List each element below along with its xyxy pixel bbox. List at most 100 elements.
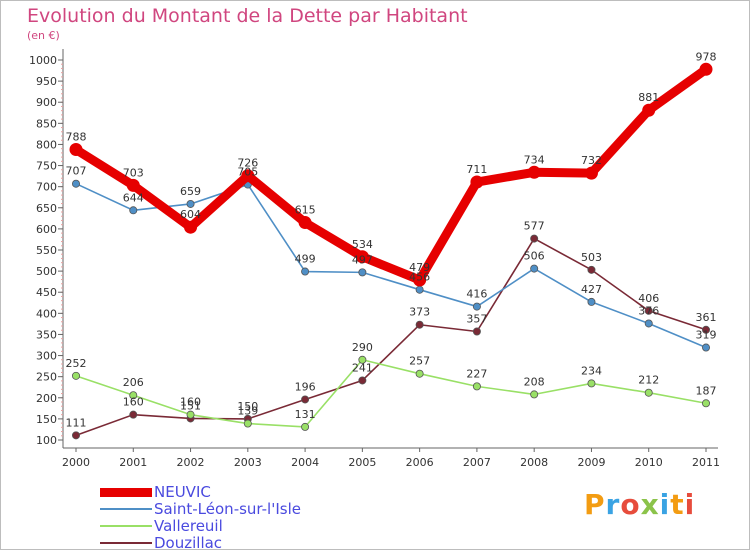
data-point <box>72 371 81 380</box>
data-label: 416 <box>466 288 487 301</box>
data-label: 604 <box>180 208 201 221</box>
data-label: 703 <box>123 166 144 179</box>
data-point <box>301 395 310 404</box>
y-tick-label: 550 <box>36 244 57 257</box>
y-tick-label: 250 <box>36 371 57 384</box>
data-point <box>301 422 310 431</box>
data-point <box>129 410 138 419</box>
data-point <box>472 382 481 391</box>
data-label: 111 <box>66 416 87 429</box>
data-label: 456 <box>409 271 430 284</box>
data-label: 499 <box>295 253 316 266</box>
data-label: 208 <box>524 375 545 388</box>
data-label: 788 <box>66 131 87 144</box>
y-tick-label: 200 <box>36 392 57 405</box>
y-tick-label: 400 <box>36 307 57 320</box>
legend-label: Vallereuil <box>154 517 223 535</box>
series-line-2 <box>75 358 707 428</box>
data-label: 319 <box>696 329 717 342</box>
x-tick-label: 2005 <box>348 456 376 469</box>
x-tick-label: 2003 <box>234 456 262 469</box>
series-line-3 <box>75 237 707 437</box>
legend-swatch <box>100 542 152 544</box>
legend-label: Saint-Léon-sur-l'Isle <box>154 500 301 518</box>
data-label: 659 <box>180 185 201 198</box>
data-label: 139 <box>237 405 258 418</box>
data-point <box>472 302 481 311</box>
data-label: 577 <box>524 220 545 233</box>
data-label: 160 <box>123 396 144 409</box>
data-point <box>587 297 596 306</box>
data-point <box>186 410 195 419</box>
data-label: 978 <box>696 50 717 63</box>
data-label: 376 <box>638 304 659 317</box>
data-point <box>530 390 539 399</box>
legend-swatch <box>100 525 152 527</box>
data-point <box>472 327 481 336</box>
data-label: 212 <box>638 374 659 387</box>
data-label: 131 <box>295 408 316 421</box>
y-tick-label: 500 <box>36 265 57 278</box>
chart-unit: (en €) <box>27 29 60 42</box>
logo-letter: o <box>620 488 641 521</box>
x-tick-label: 2001 <box>119 456 147 469</box>
data-label: 206 <box>123 376 144 389</box>
data-point <box>129 391 138 400</box>
y-tick-label: 750 <box>36 160 57 173</box>
data-label: 707 <box>66 165 87 178</box>
y-tick-label: 850 <box>36 117 57 130</box>
data-label: 257 <box>409 355 430 368</box>
line-chart: 100 150 200 250 300 350 400 450 500 550 600 650 700 7… <box>29 49 720 469</box>
data-label: 373 <box>409 306 430 319</box>
data-point <box>241 169 255 183</box>
data-label: 227 <box>466 367 487 380</box>
proxiti-logo: Proxiti <box>584 488 695 521</box>
logo-letter: x <box>640 488 660 521</box>
data-point <box>530 234 539 243</box>
logo-letter: r <box>605 488 621 521</box>
x-tick-label: 2006 <box>406 456 434 469</box>
data-point <box>530 264 539 273</box>
data-point <box>69 143 83 157</box>
y-tick-label: 350 <box>36 328 57 341</box>
data-label: 503 <box>581 251 602 264</box>
data-point <box>644 319 653 328</box>
data-label: 196 <box>295 380 316 393</box>
data-point <box>702 343 711 352</box>
data-label: 705 <box>237 166 258 179</box>
data-point <box>355 250 369 264</box>
data-label: 497 <box>352 253 373 266</box>
data-point <box>186 199 195 208</box>
data-label: 881 <box>638 91 659 104</box>
data-point <box>587 379 596 388</box>
data-point <box>587 265 596 274</box>
data-point <box>584 166 598 180</box>
data-label: 427 <box>581 283 602 296</box>
data-point <box>415 369 424 378</box>
data-point <box>72 431 81 440</box>
legend-swatch <box>100 508 152 510</box>
data-label: 252 <box>66 357 87 370</box>
data-point <box>702 325 711 334</box>
y-tick-label: 600 <box>36 223 57 236</box>
data-point <box>644 388 653 397</box>
data-label: 160 <box>180 396 201 409</box>
data-label: 734 <box>524 153 545 166</box>
series-line-1 <box>75 182 707 349</box>
data-point <box>358 268 367 277</box>
series-line-0 <box>71 64 711 285</box>
x-tick-label: 2004 <box>291 456 319 469</box>
data-point <box>470 175 484 189</box>
data-point <box>415 320 424 329</box>
data-label: 234 <box>581 364 602 377</box>
y-tick-label: 100 <box>36 434 57 447</box>
data-point <box>358 376 367 385</box>
data-point <box>358 355 367 364</box>
x-tick-label: 2011 <box>692 456 720 469</box>
data-point <box>415 285 424 294</box>
x-tick-label: 2009 <box>577 456 605 469</box>
data-point <box>298 216 312 230</box>
data-label: 644 <box>123 191 144 204</box>
y-tick-label: 1000 <box>29 54 57 67</box>
